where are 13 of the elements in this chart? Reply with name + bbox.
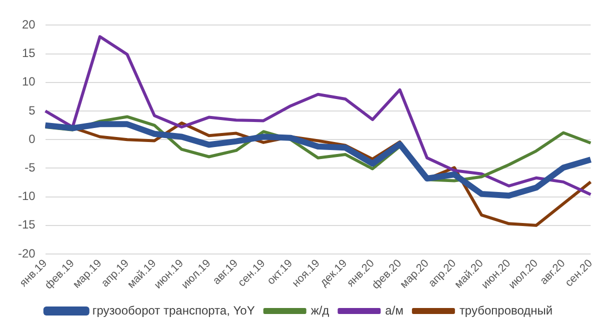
y-tick-label: -10: [18, 189, 36, 204]
legend-label: грузооборот транспорта, YoY: [92, 303, 255, 318]
y-tick-label: 0: [28, 132, 36, 146]
y-tick-label: 20: [22, 18, 36, 32]
legend-label: а/м: [385, 303, 404, 318]
y-tick-label: 15: [22, 46, 36, 60]
legend-label: ж/д: [310, 303, 330, 318]
y-tick-label: -5: [24, 160, 36, 175]
y-tick-label: 10: [22, 74, 36, 89]
y-tick-label: -20: [18, 246, 36, 260]
y-tick-label: 5: [28, 103, 36, 118]
y-tick-label: -15: [18, 218, 36, 232]
legend-label: трубопроводный: [459, 303, 553, 318]
